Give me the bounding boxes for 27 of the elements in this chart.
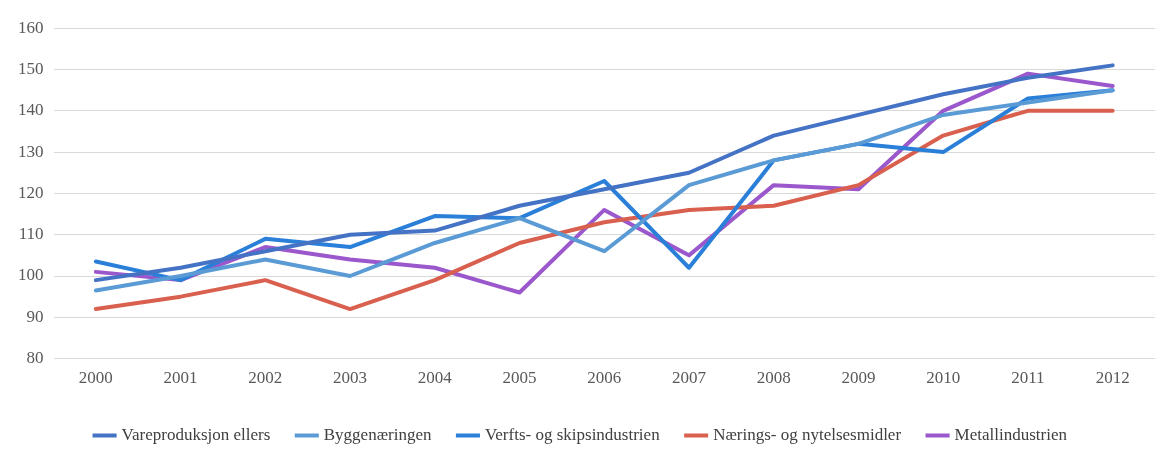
x-tick-label: 2000 <box>78 368 113 388</box>
legend-label: Byggenæringen <box>323 424 432 444</box>
y-tick-label: 120 <box>18 182 44 202</box>
y-tick-label: 100 <box>18 265 44 285</box>
x-tick-label: 2008 <box>756 368 791 388</box>
x-tick-label: 2001 <box>163 368 198 388</box>
x-tick-label: 2002 <box>248 368 283 388</box>
legend-label: Verfts- og skipsindustrien <box>484 424 661 444</box>
x-tick-label: 2004 <box>417 368 453 388</box>
legend-label: Metallindustrien <box>954 424 1068 444</box>
y-tick-label: 110 <box>18 224 44 244</box>
x-tick-label: 2005 <box>502 368 537 388</box>
y-tick-label: 130 <box>18 141 44 161</box>
y-tick-label: 140 <box>18 100 44 120</box>
y-tick-label: 150 <box>18 58 44 78</box>
x-tick-label: 2009 <box>841 368 876 388</box>
x-tick-label: 2003 <box>333 368 368 388</box>
y-tick-label: 80 <box>26 348 44 368</box>
legend-label: Vareproduksjon ellers <box>121 424 271 444</box>
x-tick-label: 2012 <box>1095 368 1130 388</box>
x-tick-label: 2007 <box>671 368 707 388</box>
x-tick-label: 2006 <box>587 368 622 388</box>
y-tick-label: 90 <box>26 306 44 326</box>
legend-label: Nærings- og nytelsesmidler <box>713 424 902 444</box>
x-tick-label: 2011 <box>1011 368 1045 388</box>
x-tick-label: 2010 <box>926 368 961 388</box>
y-tick-label: 160 <box>18 17 44 37</box>
